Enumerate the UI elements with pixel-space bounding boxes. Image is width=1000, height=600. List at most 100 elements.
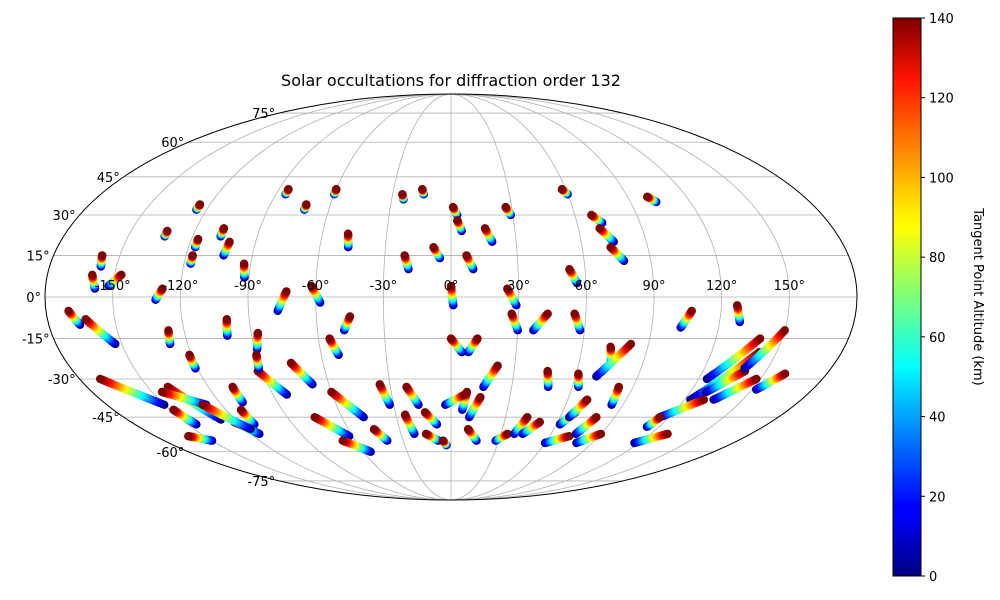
tangent-point (418, 185, 427, 194)
tangent-point (327, 387, 336, 397)
tangent-point (780, 326, 789, 335)
occultation-track (572, 429, 606, 448)
tangent-point (587, 210, 596, 220)
tangent-point (643, 192, 652, 201)
occultation-track (643, 192, 661, 207)
tangent-point (535, 417, 544, 427)
occultation-track (676, 306, 696, 332)
colorbar-tick-label: 0 (929, 570, 937, 585)
tangent-point (81, 315, 90, 324)
tangent-point (420, 408, 430, 417)
occultation-track (507, 309, 522, 335)
tangent-point (501, 202, 510, 212)
occultation-track (325, 334, 343, 360)
occultation-track (222, 315, 232, 340)
tangent-point (228, 382, 237, 392)
longitude-tick-label: 0° (444, 279, 459, 294)
tangent-point (421, 429, 431, 439)
colorbar (892, 17, 922, 577)
occultation-track (503, 284, 521, 310)
colorbar-tick-label: 60 (929, 331, 946, 346)
occultation-track (64, 306, 85, 329)
latitude-tick-label: 0° (26, 291, 41, 306)
occultation-track (592, 339, 636, 381)
tangent-point (338, 436, 347, 445)
occultation-track (462, 251, 478, 274)
occultation-track (252, 350, 264, 373)
occultation-track (543, 366, 553, 392)
occultation-track (480, 224, 497, 246)
tangent-point (398, 190, 407, 199)
tangent-point (663, 429, 672, 439)
occultation-track (88, 270, 100, 293)
tangent-point (687, 306, 696, 316)
longitude-tick-label: -90° (234, 279, 262, 294)
tangent-point (325, 334, 334, 343)
tangent-point (446, 281, 456, 291)
tangent-point (400, 410, 410, 419)
tangent-point (543, 366, 552, 376)
tangent-point (480, 224, 490, 233)
tangent-point (592, 413, 601, 422)
occultation-track (453, 216, 466, 236)
occultation-track (441, 390, 469, 409)
occultation-track (96, 374, 169, 409)
tangent-point (195, 200, 205, 209)
occultation-track (375, 380, 394, 409)
occultation-track (587, 210, 607, 228)
occultation-track (191, 234, 203, 252)
occultation-track (529, 309, 552, 335)
colorbar-tick-label: 40 (929, 411, 946, 426)
longitude-tick-label: 90° (642, 279, 665, 294)
latitude-tick-label: -60° (157, 446, 185, 461)
tangent-point (184, 432, 193, 441)
tangent-point (543, 309, 552, 318)
occultation-track (752, 369, 790, 394)
occultation-track (327, 387, 368, 422)
occultation-track (557, 185, 572, 199)
occultation-track (236, 405, 259, 429)
occultation-track (448, 202, 462, 220)
occultation-track (540, 432, 574, 448)
occultation-track (446, 281, 458, 310)
occultation-track (330, 185, 341, 199)
latitude-tick-label: -15° (22, 333, 50, 348)
tangent-point (565, 432, 574, 441)
colorbar-tick-label: 80 (929, 251, 946, 266)
tangent-point (98, 251, 107, 260)
colorbar-tick-label: 20 (929, 490, 946, 505)
tangent-point (282, 287, 291, 296)
occultation-track (398, 190, 408, 204)
tangent-point (655, 413, 665, 422)
occultation-track (570, 309, 585, 335)
occultation-track (281, 185, 293, 199)
occultation-track (606, 243, 629, 266)
tangent-point (503, 429, 512, 439)
tangent-point (733, 301, 742, 310)
tangent-point (473, 334, 482, 343)
colorbar-ticks: 0 20 40 60 80 100 120 140 (921, 12, 954, 585)
colorbar-tick-label: 100 (929, 171, 954, 186)
occultation-track (185, 350, 200, 373)
tangent-point (448, 202, 458, 212)
latitude-tick-label: 15° (27, 249, 50, 264)
tangent-point (302, 200, 311, 209)
tangent-point (375, 380, 384, 389)
tangent-point (446, 334, 456, 343)
latitude-tick-label: -45° (92, 411, 120, 426)
occultation-track (192, 200, 205, 214)
tangent-point (193, 234, 203, 244)
occultation-track (216, 224, 229, 241)
tangent-point (219, 224, 229, 233)
tangent-point (574, 369, 583, 378)
tangent-point (345, 312, 355, 321)
tangent-point (157, 387, 167, 397)
tangent-point (225, 237, 234, 246)
occultation-track (501, 202, 515, 220)
tangent-point (117, 270, 126, 279)
occultation-track (491, 429, 512, 445)
occultation-track (286, 358, 317, 389)
occultation-track (104, 270, 126, 291)
latitude-tick-labels: 75° 60° 45° 30° 15° 0° -15° -30° -45° -60° -75° (22, 107, 275, 490)
